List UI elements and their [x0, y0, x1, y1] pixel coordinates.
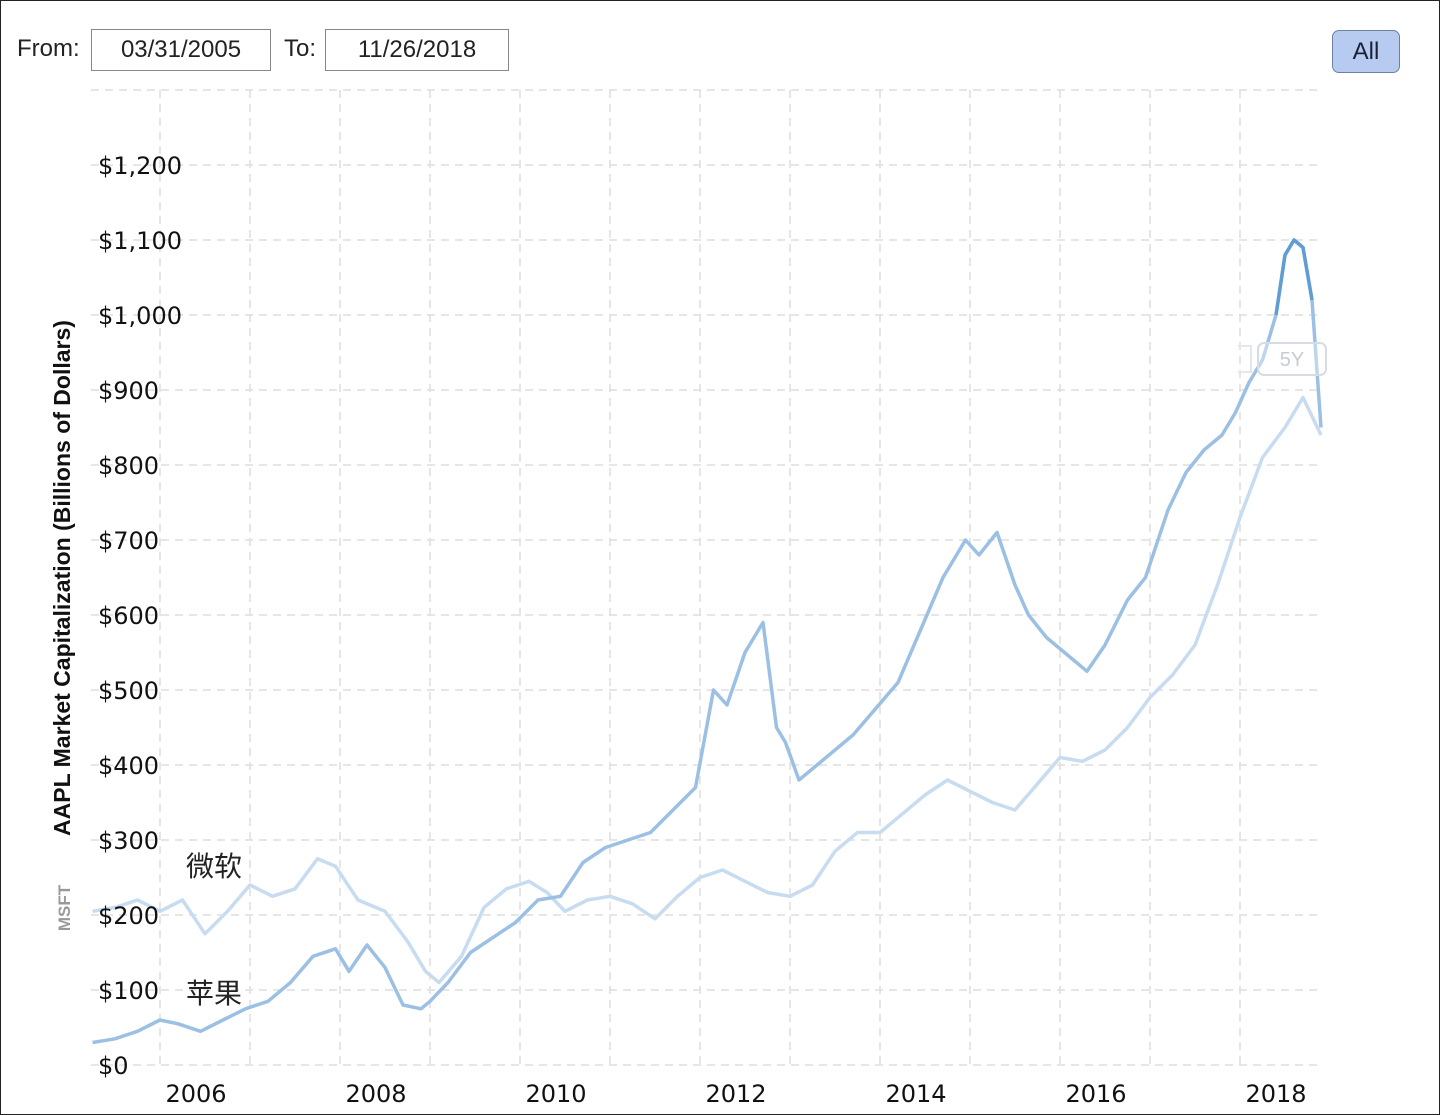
y-axis-title: AAPL Market Capitalization (Billions of …	[49, 320, 75, 836]
y-tick-label: $100	[98, 977, 159, 1005]
range-button-edge	[1238, 345, 1252, 373]
secondary-axis-label: MSFT	[55, 884, 74, 931]
to-date-input[interactable]: 11/26/2018	[325, 29, 509, 71]
y-tick-label: $800	[98, 452, 159, 480]
label-msft: 微软	[186, 850, 242, 883]
y-tick-label: $700	[98, 527, 159, 555]
five-year-label: 5Y	[1280, 349, 1304, 371]
y-tick-label: $900	[98, 377, 159, 405]
x-tick-label: 2010	[525, 1080, 586, 1108]
series-line-msft	[92, 395, 1323, 985]
x-tick-label: 2018	[1245, 1080, 1306, 1108]
y-tick-label: $200	[98, 902, 159, 930]
y-tick-label: $500	[98, 677, 159, 705]
y-tick-label: $0	[98, 1052, 129, 1080]
range-all-button[interactable]: All	[1332, 30, 1400, 73]
label-aapl: 苹果	[186, 977, 242, 1010]
from-label: From:	[17, 35, 80, 62]
y-tick-label: $1,200	[98, 152, 182, 180]
x-tick-label: 2014	[885, 1080, 946, 1108]
x-tick-label: 2006	[165, 1080, 226, 1108]
to-label: To:	[284, 35, 317, 62]
y-tick-label: $300	[98, 827, 159, 855]
y-tick-label: $1,000	[98, 302, 182, 330]
x-tick-label: 2012	[705, 1080, 766, 1108]
y-tick-label: $600	[98, 602, 159, 630]
x-tick-label: 2016	[1065, 1080, 1126, 1108]
series-lines	[92, 238, 1323, 1045]
series-line-aapl	[92, 238, 1323, 1045]
y-tick-label: $400	[98, 752, 159, 780]
series-line-aapl-recent	[1274, 238, 1314, 316]
from-date-input[interactable]: 03/31/2005	[91, 29, 271, 71]
y-tick-label: $1,100	[98, 227, 182, 255]
x-axis-ticks: 2006 2008 2010 2012 2014 2016 2018	[165, 1080, 1306, 1108]
x-tick-label: 2008	[345, 1080, 406, 1108]
five-year-button[interactable]: 5Y	[1257, 342, 1327, 376]
y-axis-ticks: $0 $100 $200 $300 $400 $500 $600 $700 $800 $900 $1…	[98, 152, 182, 1080]
grid	[91, 89, 1320, 1066]
